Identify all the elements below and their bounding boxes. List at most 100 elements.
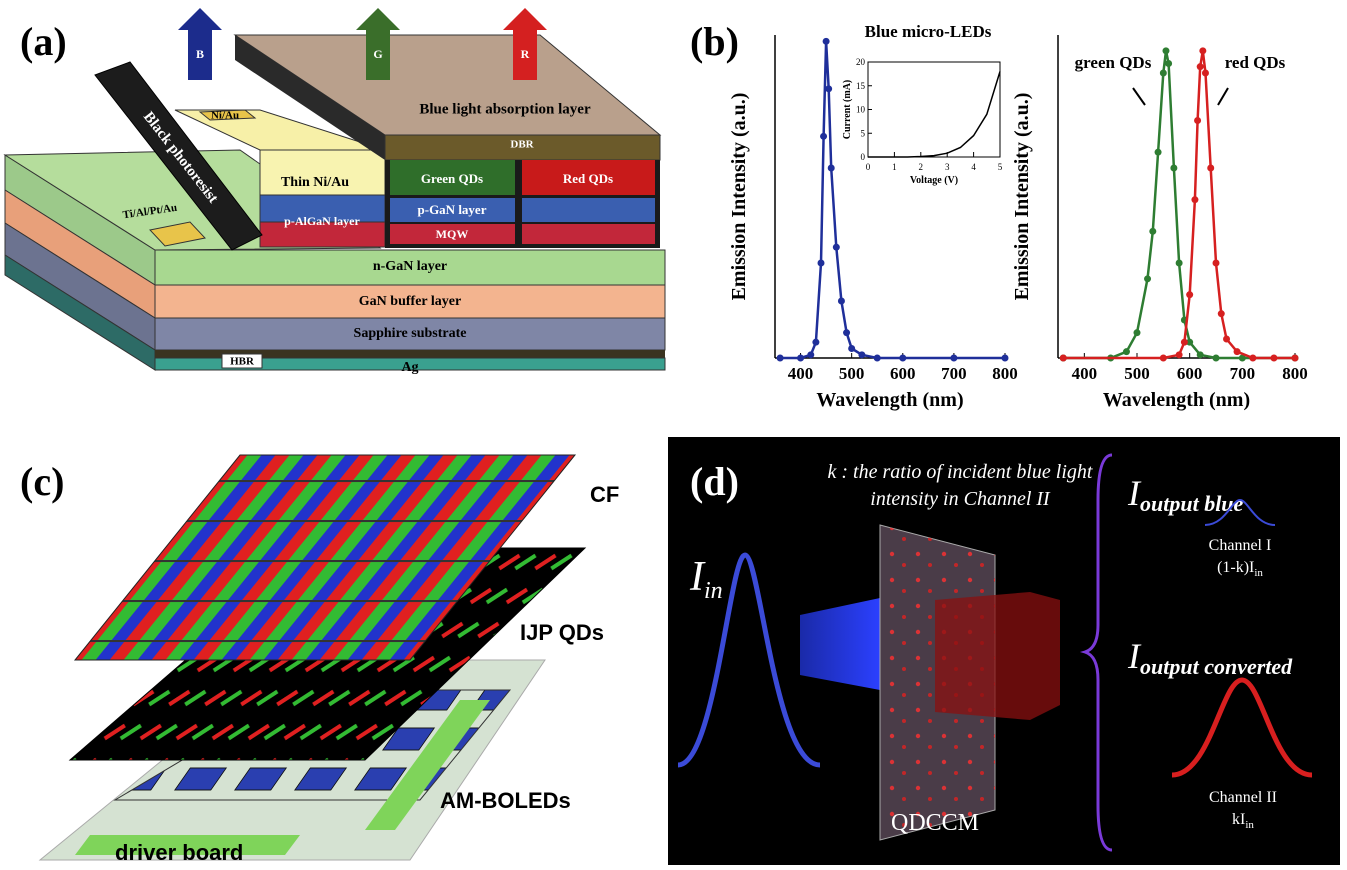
x-axis-label: Wavelength (nm) (816, 389, 963, 411)
y-tick-label: 20 (856, 57, 866, 67)
marker (874, 355, 881, 362)
channel-label: Channel II (1209, 789, 1277, 806)
marker (1134, 329, 1141, 336)
marker (848, 345, 855, 352)
layer-label: DBR (510, 139, 534, 151)
arrow (178, 8, 222, 80)
chart-title: Blue micro-LEDs (865, 22, 992, 41)
marker (797, 355, 804, 362)
device-label: QDCCM (891, 810, 979, 836)
marker (1170, 165, 1177, 172)
annotation-arrow (1133, 88, 1145, 105)
x-tick-label: 600 (1177, 364, 1203, 383)
x-tick-label: 0 (866, 162, 871, 172)
y-axis-label: Emission Intensity (a.u.) (728, 93, 750, 301)
layer-label: n-GaN layer (373, 259, 447, 274)
marker (899, 355, 906, 362)
y-tick-label: 15 (856, 81, 866, 91)
marker (1199, 47, 1206, 54)
layer-label: p-GaN layer (418, 202, 487, 217)
layer-label: IJP QDs (520, 620, 604, 645)
series-line (1063, 51, 1295, 358)
marker (1186, 291, 1193, 298)
marker (1191, 196, 1198, 203)
figure: (a) n-GaN layer GaN buffer layer Sapphir… (0, 0, 1347, 870)
marker (818, 260, 825, 267)
arrow-label: B (196, 47, 204, 61)
x-tick-label: 3 (945, 162, 950, 172)
note: intensity in Channel II (870, 488, 1051, 510)
marker (1165, 60, 1172, 67)
layer-label: Ni/Au (211, 110, 239, 122)
x-axis-label: Wavelength (nm) (1103, 389, 1250, 411)
marker (1144, 275, 1151, 282)
marker (1223, 336, 1230, 343)
series-line (1063, 51, 1295, 358)
marker (1197, 351, 1204, 358)
marker (833, 244, 840, 251)
marker (1202, 70, 1209, 77)
marker (1162, 47, 1169, 54)
layer-label: Thin Ni/Au (281, 175, 349, 190)
marker (812, 339, 819, 346)
x-tick-label: 400 (1072, 364, 1098, 383)
panel-label: (d) (690, 459, 739, 504)
panel-c: (c) CF IJP QDs AM-BOLEDs driver board (20, 455, 619, 865)
x-tick-label: 400 (788, 364, 814, 383)
annotation-arrow (1218, 88, 1228, 105)
x-tick-label: 5 (998, 162, 1003, 172)
x-tick-label: 800 (992, 364, 1018, 383)
panel-d: (d) k : the ratio of incident blue light… (668, 437, 1340, 865)
marker (1213, 260, 1220, 267)
y-tick-label: 5 (861, 128, 866, 138)
marker (1176, 260, 1183, 267)
red-beam (935, 592, 1060, 720)
y-axis-label: Emission Intensity (a.u.) (1011, 93, 1033, 301)
panel-label: (a) (20, 19, 67, 64)
marker (1213, 355, 1220, 362)
arrow-label: R (521, 47, 530, 61)
x-tick-label: 800 (1282, 364, 1308, 383)
marker (823, 38, 830, 45)
layer-label: p-AlGaN layer (284, 214, 360, 228)
marker (807, 351, 814, 358)
marker (825, 85, 832, 92)
marker (1249, 355, 1256, 362)
x-tick-label: 4 (971, 162, 976, 172)
x-tick-label: 500 (1124, 364, 1150, 383)
panel-label: (b) (690, 19, 739, 64)
marker (1207, 165, 1214, 172)
panel-a: (a) n-GaN layer GaN buffer layer Sapphir… (5, 8, 665, 375)
marker (950, 355, 957, 362)
x-axis-label: Voltage (V) (910, 175, 958, 186)
note: k : the ratio of incident blue light (828, 461, 1093, 483)
x-tick-label: 600 (890, 364, 916, 383)
marker (1234, 348, 1241, 355)
x-tick-label: 500 (839, 364, 865, 383)
marker (1181, 339, 1188, 346)
arrow-label: G (373, 47, 382, 61)
marker (858, 351, 865, 358)
marker (1155, 149, 1162, 156)
y-tick-label: 10 (856, 105, 866, 115)
x-tick-label: 2 (919, 162, 924, 172)
layer-label: HBR (230, 356, 255, 368)
layer (522, 198, 655, 222)
layer-label: Red QDs (563, 171, 613, 186)
inset-frame (868, 62, 1000, 157)
marker (1123, 348, 1130, 355)
marker (1292, 355, 1299, 362)
marker (1270, 355, 1277, 362)
marker (1149, 228, 1156, 235)
channel-label: Channel I (1209, 537, 1272, 554)
series-label: green QDs (1075, 53, 1152, 72)
marker (1176, 351, 1183, 358)
layer-label: GaN buffer layer (359, 294, 461, 309)
marker (828, 165, 835, 172)
layer-label: Ag (401, 360, 418, 375)
marker (843, 329, 850, 336)
marker (1160, 355, 1167, 362)
marker (1002, 355, 1009, 362)
layer-label: CF (590, 482, 619, 507)
